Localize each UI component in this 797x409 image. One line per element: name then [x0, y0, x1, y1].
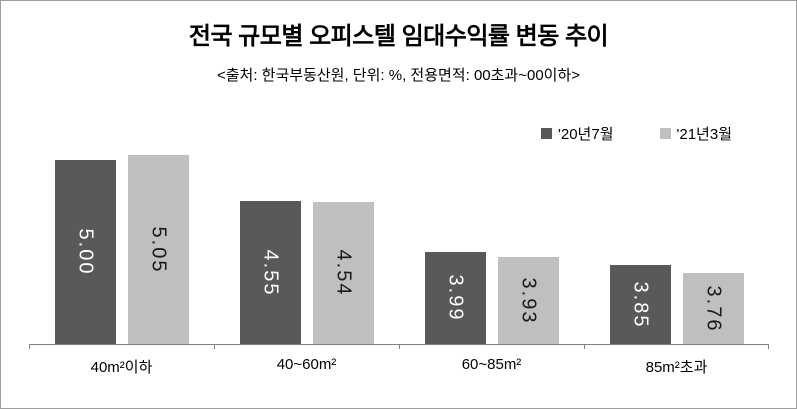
axis-tick: [214, 344, 215, 349]
bar-value-label: 3.85: [629, 281, 652, 328]
axis-tick: [399, 344, 400, 349]
bar-group-4: 3.85 3.76: [584, 137, 769, 344]
category-label-3: 60~85m²: [461, 356, 522, 373]
bar-series2-cat1: 5.05: [127, 155, 189, 344]
legend: '20년7월 '21년3월: [541, 123, 732, 144]
bar-value-label: 3.93: [517, 277, 540, 324]
bar-group-3: 3.99 3.93: [399, 137, 584, 344]
category-label-2: 40~60m²: [276, 356, 337, 373]
axis-tick: [584, 344, 585, 349]
legend-label-series2: '21년3월: [676, 126, 733, 143]
chart-title: 전국 규모별 오피스텔 임대수익률 변동 추이: [188, 23, 609, 50]
axis-tick: [29, 344, 30, 349]
bar-value-label: 3.99: [444, 274, 467, 322]
bar-group-1: 5.00 5.05: [29, 137, 214, 344]
bar-series1-cat2: 4.55: [239, 201, 301, 344]
legend-label-series1: '20년7월: [558, 126, 614, 143]
bar-group-2: 4.55 4.54: [214, 137, 399, 344]
plot-area: 5.00 5.05 4.55 4.54 3.99 3.93 3.85 3.76: [29, 137, 769, 349]
bar-series2-cat2: 4.54: [312, 202, 374, 344]
bar-series1-cat1: 5.00: [54, 160, 116, 344]
category-label-4: 85m²초과: [645, 359, 708, 376]
legend-swatch-series2-icon: [659, 128, 671, 139]
chart-subtitle: <출처: 한국부동산원, 단위: %, 전용면적: 00초과~00이하>: [216, 67, 581, 84]
bar-series2-cat4: 3.76: [682, 273, 744, 344]
bar-series1-cat3: 3.99: [424, 252, 486, 344]
category-axis-labels: 40m²이하 40~60m² 60~85m² 85m²초과: [29, 356, 769, 377]
bar-value-label: 4.54: [332, 249, 355, 297]
bar-value-label: 4.55: [259, 249, 282, 296]
bar-series2-cat3: 3.93: [497, 257, 559, 344]
category-label-1: 40m²이하: [90, 359, 153, 376]
legend-item-series2: '21년3월: [659, 123, 733, 144]
bar-series1-cat4: 3.85: [609, 265, 671, 344]
legend-item-series1: '20년7월: [541, 123, 614, 144]
bar-value-label: 3.76: [702, 285, 725, 332]
bar-value-label: 5.05: [147, 226, 170, 273]
axis-tick: [768, 344, 769, 349]
legend-swatch-series1-icon: [541, 128, 552, 139]
bar-value-label: 5.00: [74, 228, 97, 276]
